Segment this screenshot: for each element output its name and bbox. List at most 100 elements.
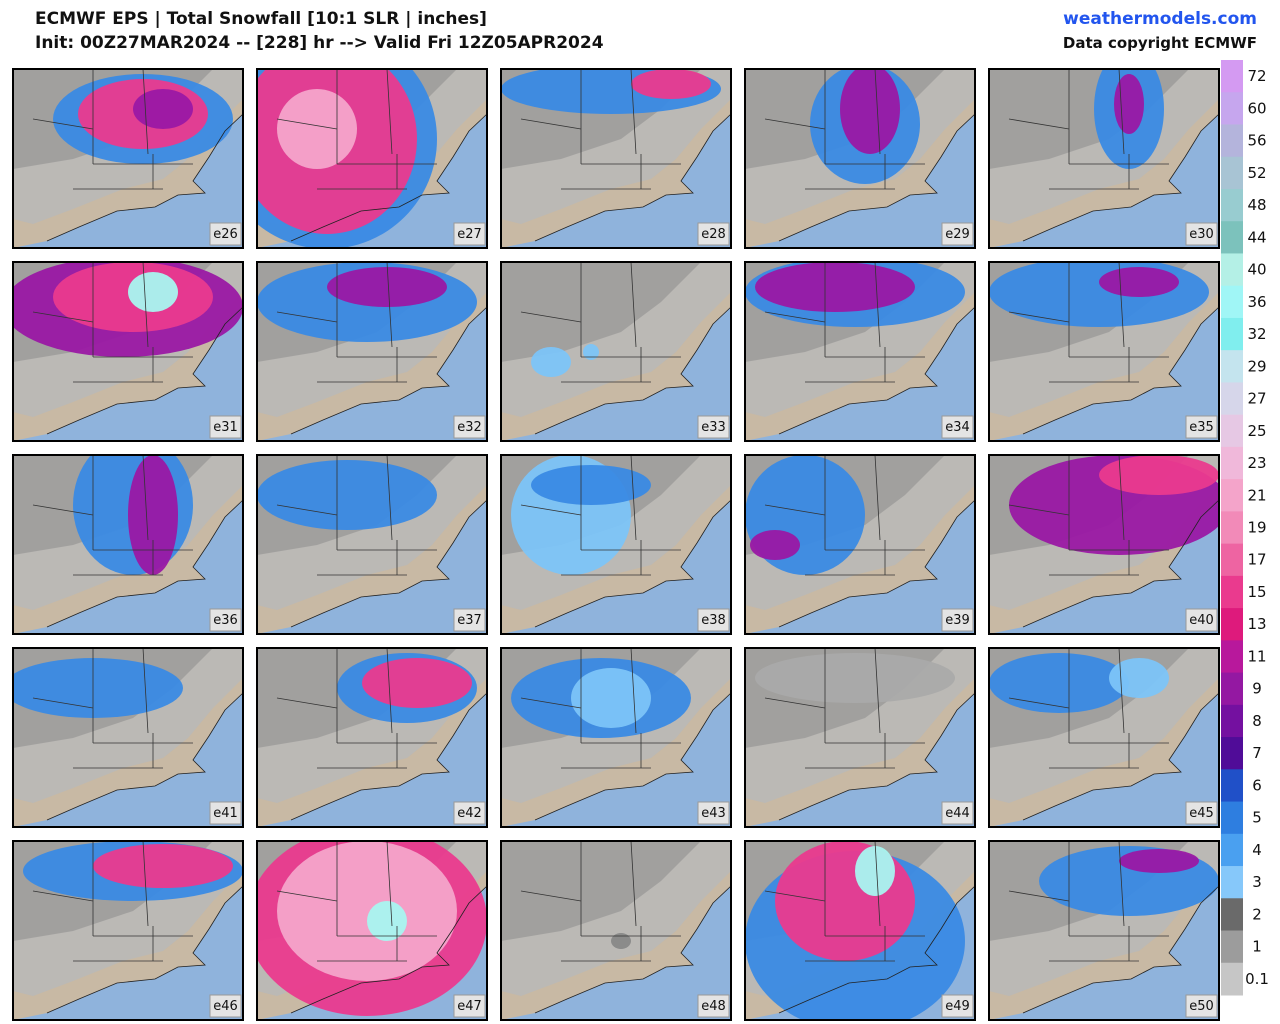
state-lines (32, 69, 193, 190)
coastline (46, 306, 243, 435)
map-content (13, 455, 243, 634)
colorbar-segment (1221, 221, 1243, 254)
map-content (745, 841, 975, 1020)
colorbar-segment (1221, 640, 1243, 674)
map-panel: e38 (500, 454, 732, 635)
map-content (13, 262, 243, 441)
colorbar-segment (1221, 285, 1243, 319)
colorbar-segment (1221, 769, 1243, 803)
member-label: e38 (701, 613, 726, 628)
coastline (290, 113, 487, 242)
snow-area (531, 465, 651, 505)
coastline (290, 885, 487, 1014)
colorbar-label: 17 (1247, 551, 1266, 569)
member-label: e34 (945, 420, 970, 435)
panel-border (500, 454, 732, 635)
state-lines (1008, 648, 1169, 769)
label-box (941, 801, 974, 825)
colorbar-label: 11 (1247, 647, 1266, 665)
panel-border (12, 68, 244, 249)
snow-area (775, 841, 915, 961)
member-label: e33 (701, 420, 726, 435)
map-content (501, 262, 731, 441)
snow-area (989, 262, 1209, 327)
map-content (501, 841, 731, 1020)
colorbar-label: 72 (1247, 67, 1266, 85)
snow-area (855, 846, 895, 896)
colorbar-label: 48 (1247, 196, 1266, 214)
snow-area (327, 267, 447, 307)
snow-area (277, 841, 457, 981)
map-panel: e30 (988, 68, 1220, 249)
panel-border (988, 840, 1220, 1021)
snow-area (840, 69, 900, 154)
map-content (257, 648, 487, 827)
map-panel: e28 (500, 68, 732, 249)
member-label: e42 (457, 806, 482, 821)
state-lines (276, 841, 437, 962)
map-panel: e40 (988, 454, 1220, 635)
label-box (697, 608, 730, 632)
state-lines (520, 648, 681, 769)
colorbar-label: 52 (1247, 164, 1266, 182)
label-box (209, 608, 242, 632)
map-panel: e26 (12, 68, 244, 249)
state-lines (520, 262, 681, 383)
state-lines (32, 262, 193, 383)
label-box (697, 415, 730, 439)
member-label: e49 (945, 999, 970, 1014)
panel-border (256, 840, 488, 1021)
state-lines (764, 455, 925, 576)
subtitle: Init: 00Z27MAR2024 -- [228] hr --> Valid… (35, 33, 604, 53)
member-label: e36 (213, 613, 238, 628)
coastline (290, 499, 487, 628)
map-panel: e42 (256, 647, 488, 828)
colorbar-segment (1221, 60, 1243, 93)
snow-area (1109, 658, 1169, 698)
trace-snow (501, 841, 701, 941)
member-label: e40 (1189, 613, 1214, 628)
snow-area (583, 344, 599, 360)
panel-border (988, 68, 1220, 249)
label-box (1185, 801, 1218, 825)
snow-area (750, 530, 800, 560)
coastline (1022, 306, 1219, 435)
colorbar-label: 32 (1247, 325, 1266, 343)
colorbar-segment (1221, 124, 1243, 158)
map-content (13, 841, 243, 1020)
coastline (46, 113, 243, 242)
panel-border (744, 647, 976, 828)
member-label: e32 (457, 420, 482, 435)
state-lines (1008, 455, 1169, 576)
member-label: e35 (1189, 420, 1214, 435)
colorbar-label: 5 (1252, 809, 1262, 827)
site-link[interactable]: weathermodels.com (1063, 9, 1257, 29)
label-box (1185, 415, 1218, 439)
map-content (257, 455, 487, 634)
member-label: e39 (945, 613, 970, 628)
state-lines (520, 455, 681, 576)
member-label: e50 (1189, 999, 1214, 1014)
snow-area (362, 658, 472, 708)
colorbar-segment (1221, 414, 1243, 448)
state-lines (764, 841, 925, 962)
map-content (13, 648, 243, 827)
colorbar-label: 4 (1252, 841, 1262, 859)
colorbar-label: 6 (1252, 776, 1262, 794)
colorbar-label: 27 (1247, 390, 1266, 408)
colorbar-segment (1221, 737, 1243, 770)
coastline (290, 692, 487, 821)
member-label: e29 (945, 227, 970, 242)
snow-area (631, 69, 711, 99)
map-content (989, 455, 1219, 634)
title: ECMWF EPS | Total Snowfall [10:1 SLR | i… (35, 9, 487, 29)
map-panel: e48 (500, 840, 732, 1021)
snow-area (128, 272, 178, 312)
state-lines (764, 262, 925, 383)
panel-border (744, 261, 976, 442)
label-box (209, 415, 242, 439)
snow-area (755, 262, 915, 312)
snow-area (1114, 74, 1144, 134)
colorbar-label: 60 (1247, 99, 1266, 117)
